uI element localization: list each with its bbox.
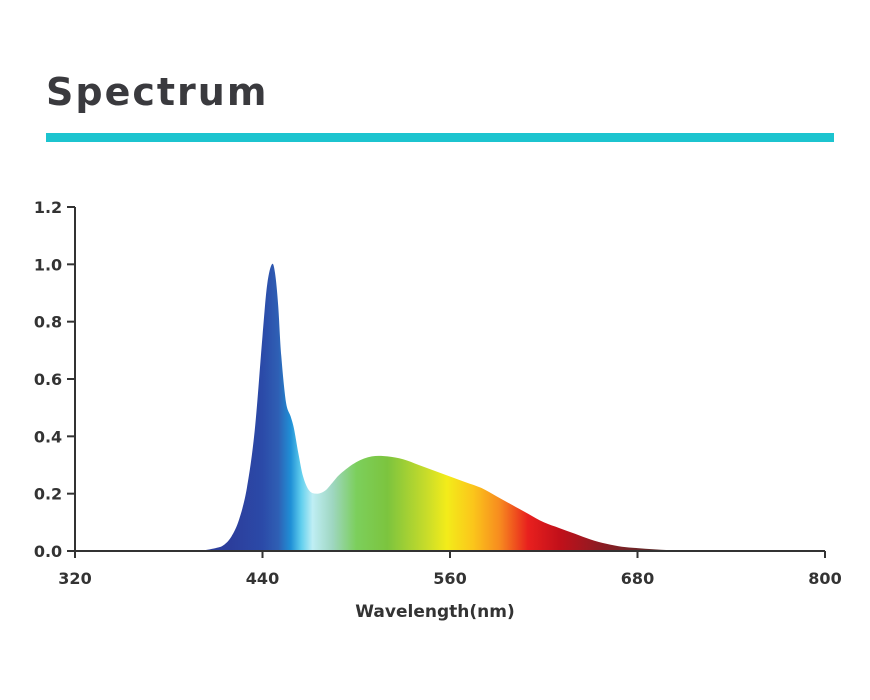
y-axis-ticks: 0.0 0.2 0.4 0.6 0.8 1.0 1.2 (34, 198, 75, 561)
x-tick-label: 320 (58, 569, 91, 588)
x-tick-label: 440 (246, 569, 279, 588)
y-tick-label: 0.4 (34, 427, 62, 446)
y-tick-label: 1.2 (34, 198, 62, 217)
x-tick-label: 680 (621, 569, 654, 588)
y-tick-label: 0.6 (34, 370, 62, 389)
x-tick-label: 800 (808, 569, 841, 588)
y-tick-label: 0.2 (34, 485, 62, 504)
y-tick-label: 0.0 (34, 542, 62, 561)
title-underline (46, 133, 834, 142)
x-axis-title: Wavelength(nm) (355, 602, 514, 622)
x-tick-label: 560 (433, 569, 466, 588)
x-axis-ticks: 320 440 560 680 800 (58, 551, 842, 588)
y-tick-label: 0.8 (34, 313, 62, 332)
spectrum-area (200, 263, 716, 551)
y-tick-label: 1.0 (34, 255, 62, 274)
chart-title: Spectrum (46, 70, 269, 114)
